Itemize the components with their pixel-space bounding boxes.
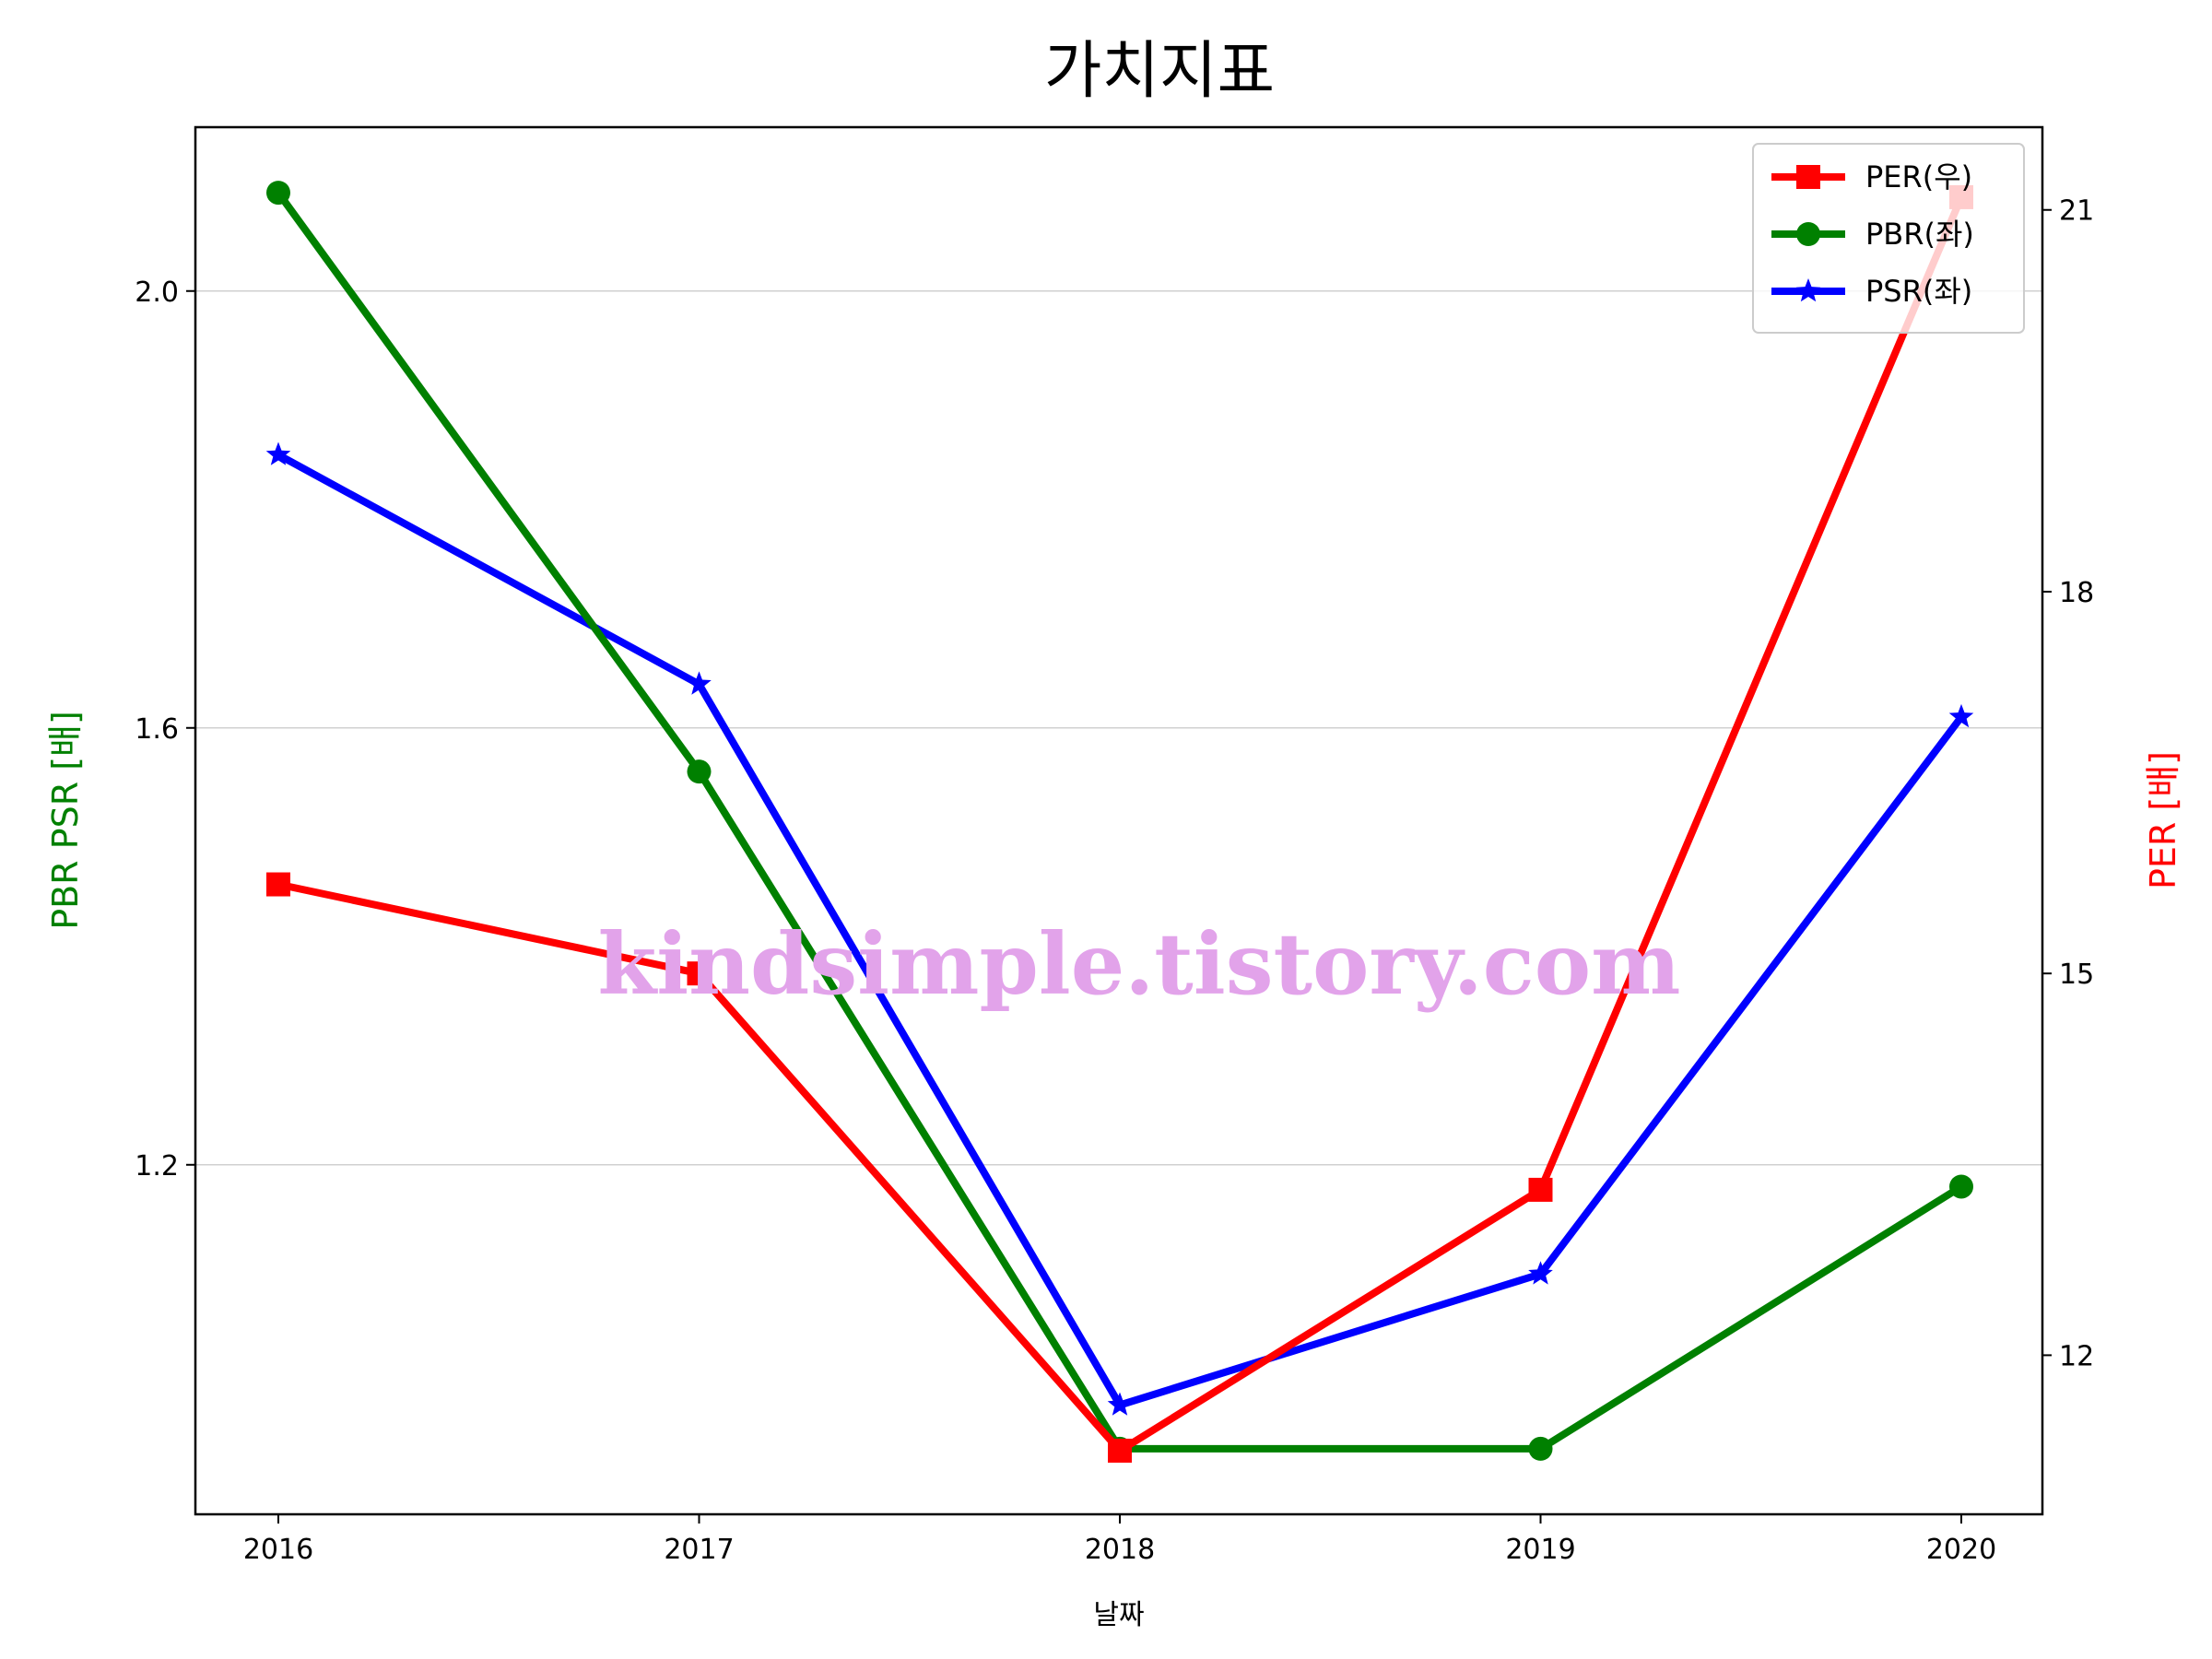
y-axis-right-label: PER [배]: [2143, 751, 2183, 889]
x-axis: 2016 2017 2018 2019 2020: [243, 1514, 1996, 1566]
x-tick-label: 2019: [1505, 1534, 1575, 1566]
series-layer: [265, 181, 1974, 1463]
x-tick-label: 2016: [243, 1534, 313, 1566]
legend-box: [1752, 143, 2025, 334]
gridlines: [195, 290, 2042, 1166]
y-left-tick-label: 1.6: [135, 713, 179, 746]
data-point-pbr: [1528, 1436, 1553, 1461]
legend-marker-psr: [1795, 278, 1821, 302]
data-point-per: [1528, 1177, 1553, 1202]
data-point-per: [1108, 1438, 1132, 1463]
series-line-per: [277, 195, 1965, 1454]
y-axis-left: 1.2 1.6 2.0: [135, 276, 195, 1182]
data-point-psr: [1107, 1392, 1133, 1416]
data-point-per: [266, 872, 290, 897]
data-point-psr: [265, 441, 291, 465]
legend-marker-per: [1796, 165, 1820, 189]
legend-label-pbr: PBR(좌): [1865, 217, 1974, 252]
legend-label-per: PER(우): [1865, 159, 1972, 194]
legend: PER(우) PBR(좌) PSR(좌): [1752, 143, 2025, 334]
x-tick-label: 2018: [1085, 1534, 1155, 1566]
data-point-psr: [687, 671, 712, 695]
series-per: [266, 184, 1973, 1463]
data-point-per: [687, 961, 712, 986]
series-psr: [265, 441, 1974, 1416]
y-right-tick-label: 15: [2059, 959, 2094, 991]
x-axis-label: 날짜: [1093, 1599, 1144, 1631]
series-pbr: [266, 181, 1973, 1461]
watermark-text: kindsimple.tistory.com: [597, 914, 1680, 1014]
y-axis-right: 12 15 18 21: [2042, 195, 2094, 1372]
y-axis-left-label: PBR PSR [배]: [45, 711, 86, 930]
y-right-tick-label: 21: [2059, 195, 2094, 228]
data-point-psr: [1528, 1261, 1553, 1285]
data-point-psr: [1948, 703, 1974, 728]
data-point-pbr: [687, 759, 712, 784]
x-tick-label: 2020: [1926, 1534, 1996, 1566]
y-right-tick-label: 12: [2059, 1340, 2094, 1372]
data-point-pbr: [1949, 1174, 1973, 1199]
legend-marker-pbr: [1796, 222, 1820, 246]
data-point-pbr: [266, 181, 290, 206]
series-line-pbr: [275, 190, 1964, 1453]
x-tick-label: 2017: [664, 1534, 734, 1566]
y-left-tick-label: 2.0: [135, 276, 179, 309]
y-right-tick-label: 18: [2059, 577, 2094, 609]
legend-label-psr: PSR(좌): [1865, 274, 1972, 309]
chart-title: 가치지표: [1044, 35, 1275, 108]
y-left-tick-label: 1.2: [135, 1150, 179, 1182]
